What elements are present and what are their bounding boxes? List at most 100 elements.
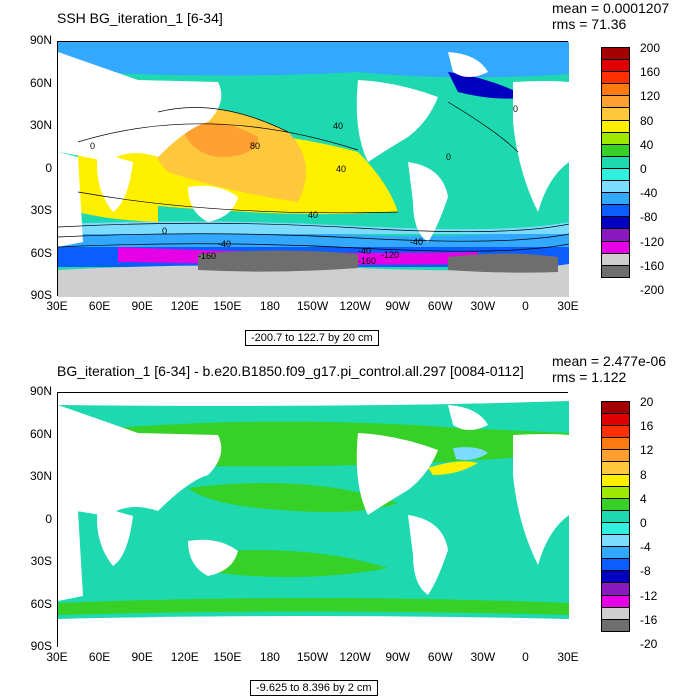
y-tick-label: 0: [45, 511, 52, 526]
greenland-land: [448, 405, 488, 430]
ssh-map-svg: 0 40 80 40 40 0 -40 -160 -120 -40 0 0 -4…: [58, 42, 569, 297]
x-tick-label: 150E: [213, 650, 242, 664]
colorbar-label: 0: [640, 516, 647, 530]
colorbar-label: 200: [640, 41, 661, 55]
colorbar-label: 4: [640, 491, 647, 506]
difference-map-panel: BG_iteration_1 [6-34] - b.e20.B1850.f09_…: [0, 350, 700, 700]
colorbar: [601, 47, 630, 278]
colorbar-label: -200: [640, 283, 665, 297]
contour-label: -120: [381, 250, 399, 260]
pacific-anomaly: [183, 122, 258, 157]
mean-stat: mean = 0.0001207: [552, 0, 670, 16]
colorbar-label: 16: [640, 419, 654, 434]
x-tick-label: 150W: [296, 299, 329, 313]
colorbar-label: 0: [640, 162, 647, 176]
greenland-land: [448, 52, 488, 77]
colorbar-label: -80: [640, 210, 658, 225]
contour-label: -160: [358, 256, 376, 266]
map-title: BG_iteration_1 [6-34] - b.e20.B1850.f09_…: [57, 363, 524, 379]
green-anomaly: [198, 550, 388, 577]
india-land: [97, 152, 133, 212]
y-tick-label: 90S: [30, 639, 52, 653]
x-tick-label: 30W: [470, 299, 496, 313]
x-tick-label: 90W: [385, 299, 410, 313]
difference-map-svg: [58, 393, 569, 648]
x-tick-label: 120W: [339, 299, 371, 313]
x-tick-label: 30E: [46, 650, 68, 664]
colorbar-swatch: [601, 618, 630, 632]
x-tick-label: 60W: [427, 299, 453, 313]
x-tick-label: 60E: [88, 650, 111, 664]
rms-stat: rms = 71.36: [552, 16, 627, 32]
x-tick-label: 90E: [131, 299, 153, 313]
y-tick-label: 60N: [29, 426, 52, 441]
contour-line: [447, 101, 519, 153]
mean-stat: mean = 2.477e-06: [552, 353, 667, 369]
colorbar-label: 160: [640, 65, 661, 80]
x-tick-label: 60W: [427, 650, 453, 664]
y-tick-label: 30N: [29, 118, 52, 132]
contour-label: -160: [198, 251, 216, 261]
x-tick-label: 30E: [557, 650, 579, 664]
stats-block: mean = 0.0001207 rms = 71.36: [552, 0, 669, 32]
x-tick-label: 120W: [339, 650, 371, 664]
contour-label: 0: [446, 152, 451, 162]
land-mask: [58, 393, 569, 648]
x-tick-label: 30E: [46, 299, 68, 313]
antarctica-ice: [58, 264, 569, 297]
contour-range-label: -9.625 to 8.396 by 2 cm: [250, 680, 378, 696]
y-tick-label: 90S: [30, 288, 52, 302]
colorbar-label: -40: [640, 186, 658, 201]
y-tick-label: 90N: [29, 384, 52, 398]
colorbar-label: 12: [640, 443, 654, 458]
south-america-land: [408, 515, 448, 595]
colorbar-label: 40: [640, 137, 654, 152]
contour-label: -40: [358, 246, 371, 256]
contour-label: 40: [336, 164, 346, 174]
contour-label: 40: [333, 121, 343, 131]
x-tick-label: 30W: [470, 650, 496, 664]
contour-line: [77, 191, 399, 214]
southern-ocean-band: [58, 221, 569, 234]
x-tick-label: 180: [259, 299, 280, 313]
north-america-land: [356, 80, 438, 162]
contour-range-label: -200.7 to 122.7 by 20 cm: [245, 330, 379, 346]
x-tick-label: 90E: [131, 650, 153, 664]
north-america-land: [356, 433, 438, 515]
y-tick-label: 60S: [30, 596, 52, 611]
y-tick-label: 60N: [29, 75, 52, 90]
colorbar-label: 20: [640, 395, 654, 409]
x-tick-label: 30E: [557, 299, 579, 313]
south-america-land: [408, 162, 448, 242]
x-tick-label: 120E: [170, 299, 199, 313]
colorbar-label: -12: [640, 588, 658, 603]
map-title: SSH BG_iteration_1 [6-34]: [57, 10, 223, 26]
y-tick-label: 90N: [29, 33, 52, 47]
rms-stat: rms = 1.122: [552, 369, 627, 385]
colorbar-label: -160: [640, 258, 665, 273]
colorbar-label: 80: [640, 113, 654, 128]
contour-label: -40: [410, 237, 423, 247]
x-tick-label: 150E: [213, 299, 242, 313]
land-mask: [58, 52, 569, 247]
contour-line: [77, 123, 359, 151]
arctic-anomaly: [58, 42, 569, 78]
y-tick-label: 30S: [30, 203, 52, 217]
eurasia-land: [58, 52, 222, 162]
antarctica-land: [448, 253, 558, 273]
antarctica-land: [198, 250, 358, 272]
north-atlantic-anomaly: [448, 72, 528, 99]
green-anomaly: [188, 483, 398, 512]
colorbar-label: -16: [640, 612, 658, 627]
africa-land: [58, 506, 83, 601]
colorbar-label: -4: [640, 540, 651, 555]
colorbar-label: -120: [640, 234, 665, 249]
europe-africa-land: [513, 434, 569, 565]
x-tick-label: 60E: [88, 299, 111, 313]
eurasia-land: [58, 405, 222, 516]
australia-land: [188, 539, 238, 576]
contour-label: 0: [162, 226, 167, 236]
europe-africa-land: [513, 81, 569, 212]
yellow-anomaly: [428, 461, 478, 475]
india-land: [97, 506, 133, 566]
